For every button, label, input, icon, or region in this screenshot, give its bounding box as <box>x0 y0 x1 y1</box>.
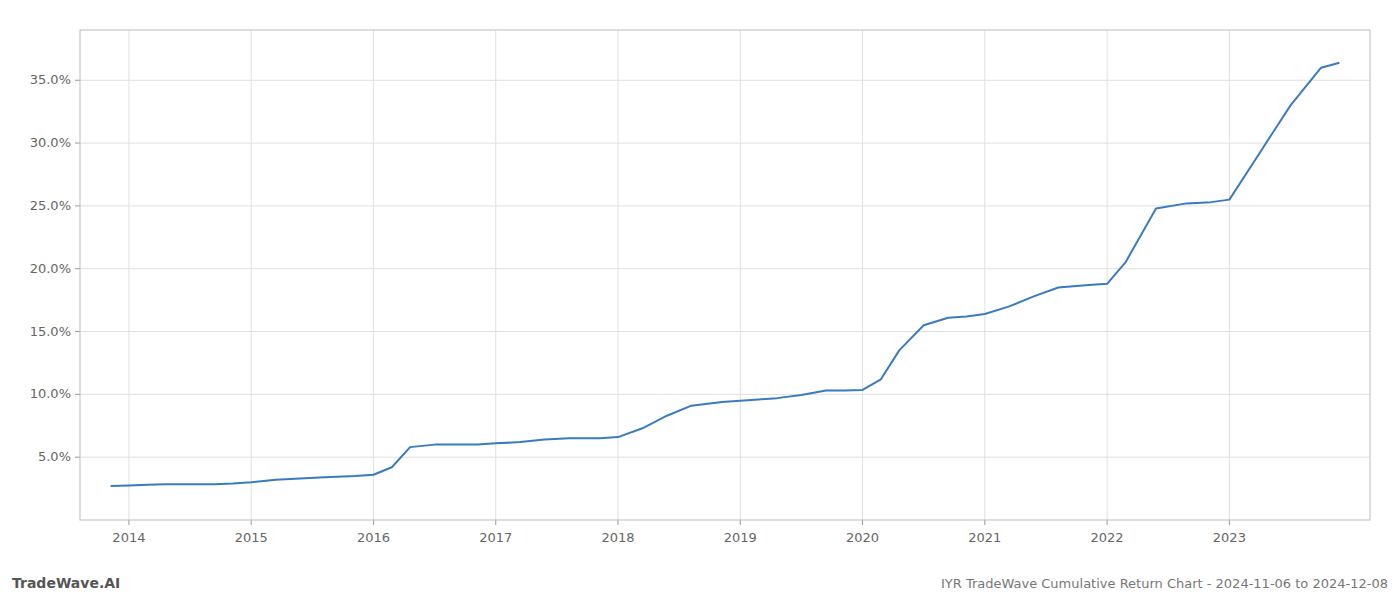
x-grid-line <box>251 30 252 520</box>
watermark: TradeWave.AI <box>12 575 120 591</box>
y-grid-line <box>80 268 1370 269</box>
y-tick <box>75 394 80 395</box>
y-tick-label: 5.0% <box>38 449 71 464</box>
x-grid-line <box>984 30 985 520</box>
title: IYR TradeWave Cumulative Return Chart - … <box>941 576 1388 591</box>
x-grid-line <box>1229 30 1230 520</box>
x-grid-line <box>373 30 374 520</box>
x-grid-line <box>740 30 741 520</box>
grid <box>80 30 1370 520</box>
x-tick <box>495 520 496 525</box>
x-tick-label: 2020 <box>846 530 879 545</box>
x-tick-label: 2021 <box>968 530 1001 545</box>
y-grid-line <box>80 143 1370 144</box>
x-tick-label: 2023 <box>1213 530 1246 545</box>
x-tick <box>740 520 741 525</box>
x-grid-line <box>128 30 129 520</box>
y-tick-label: 10.0% <box>30 386 71 401</box>
plot-frame <box>80 30 1370 520</box>
series <box>111 63 1340 486</box>
x-tick <box>618 520 619 525</box>
x-tick <box>251 520 252 525</box>
chart: 5.0% 10.0% 15.0% 20.0% 25.0% 30.0% 35.0% 2014 20… <box>0 0 1400 600</box>
x-tick-label: 2015 <box>235 530 268 545</box>
x-tick <box>373 520 374 525</box>
x-tick <box>1107 520 1108 525</box>
x-grid-line <box>1107 30 1108 520</box>
y-grid-line <box>80 394 1370 395</box>
line <box>111 63 1340 486</box>
axes: 5.0% 10.0% 15.0% 20.0% 25.0% 30.0% 35.0% 2014 20… <box>30 30 1370 545</box>
y-tick-label: 15.0% <box>30 324 71 339</box>
x-tick <box>1229 520 1230 525</box>
x-tick-label: 2022 <box>1091 530 1124 545</box>
x-grid-line <box>495 30 496 520</box>
y-tick <box>75 457 80 458</box>
x-grid-line <box>862 30 863 520</box>
y-tick <box>75 331 80 332</box>
y-tick <box>75 80 80 81</box>
x-tick-label: 2017 <box>479 530 512 545</box>
x-tick <box>984 520 985 525</box>
y-tick-label: 25.0% <box>30 198 71 213</box>
y-grid-line <box>80 457 1370 458</box>
x-tick-label: 2019 <box>724 530 757 545</box>
x-tick <box>128 520 129 525</box>
y-grid-line <box>80 80 1370 81</box>
x-tick-label: 2014 <box>112 530 145 545</box>
y-tick <box>75 205 80 206</box>
x-tick <box>862 520 863 525</box>
y-tick-label: 20.0% <box>30 261 71 276</box>
x-grid-line <box>618 30 619 520</box>
x-tick-label: 2016 <box>357 530 390 545</box>
y-tick-label: 30.0% <box>30 135 71 150</box>
y-tick-label: 35.0% <box>30 72 71 87</box>
y-tick <box>75 268 80 269</box>
y-grid-line <box>80 331 1370 332</box>
x-tick-label: 2018 <box>601 530 634 545</box>
y-tick <box>75 143 80 144</box>
